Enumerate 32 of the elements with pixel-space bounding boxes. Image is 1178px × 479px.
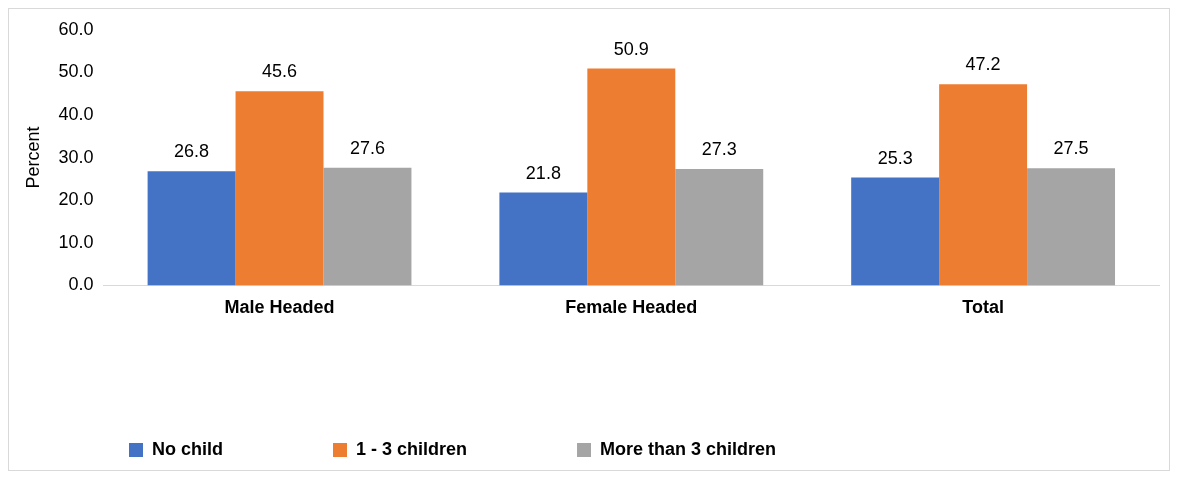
data-label: 47.2 [965,54,1001,75]
legend-label: 1 - 3 children [356,438,468,459]
bar [235,91,324,286]
x-tick-label: Male Headed [224,297,335,318]
bar [939,84,1028,286]
bar [147,171,236,286]
bar [323,167,412,286]
y-tick-label: 10.0 [58,231,94,252]
y-axis-title: Percent [22,126,43,189]
data-label: 26.8 [174,141,210,162]
data-label: 27.3 [701,139,737,160]
legend-label: More than 3 children [600,438,777,459]
y-tick-label: 50.0 [58,61,94,82]
x-tick-label: Female Headed [565,297,698,318]
bar [587,68,676,286]
data-label: 21.8 [525,162,561,183]
legend-label: No child [152,438,223,459]
data-label: 27.6 [349,137,385,158]
data-label: 50.9 [613,38,649,59]
y-tick-label: 60.0 [58,18,94,39]
y-tick-label: 0.0 [68,274,94,295]
y-tick-label: 20.0 [58,189,94,210]
data-label: 45.6 [262,61,298,82]
data-label: 25.3 [877,147,913,168]
bar [1027,168,1116,286]
bar [499,192,588,286]
bar [675,169,764,286]
bar [851,177,940,286]
y-tick-label: 30.0 [58,146,94,167]
data-label: 27.5 [1053,138,1089,159]
x-tick-label: Total [962,297,1004,318]
y-tick-label: 40.0 [58,103,94,124]
